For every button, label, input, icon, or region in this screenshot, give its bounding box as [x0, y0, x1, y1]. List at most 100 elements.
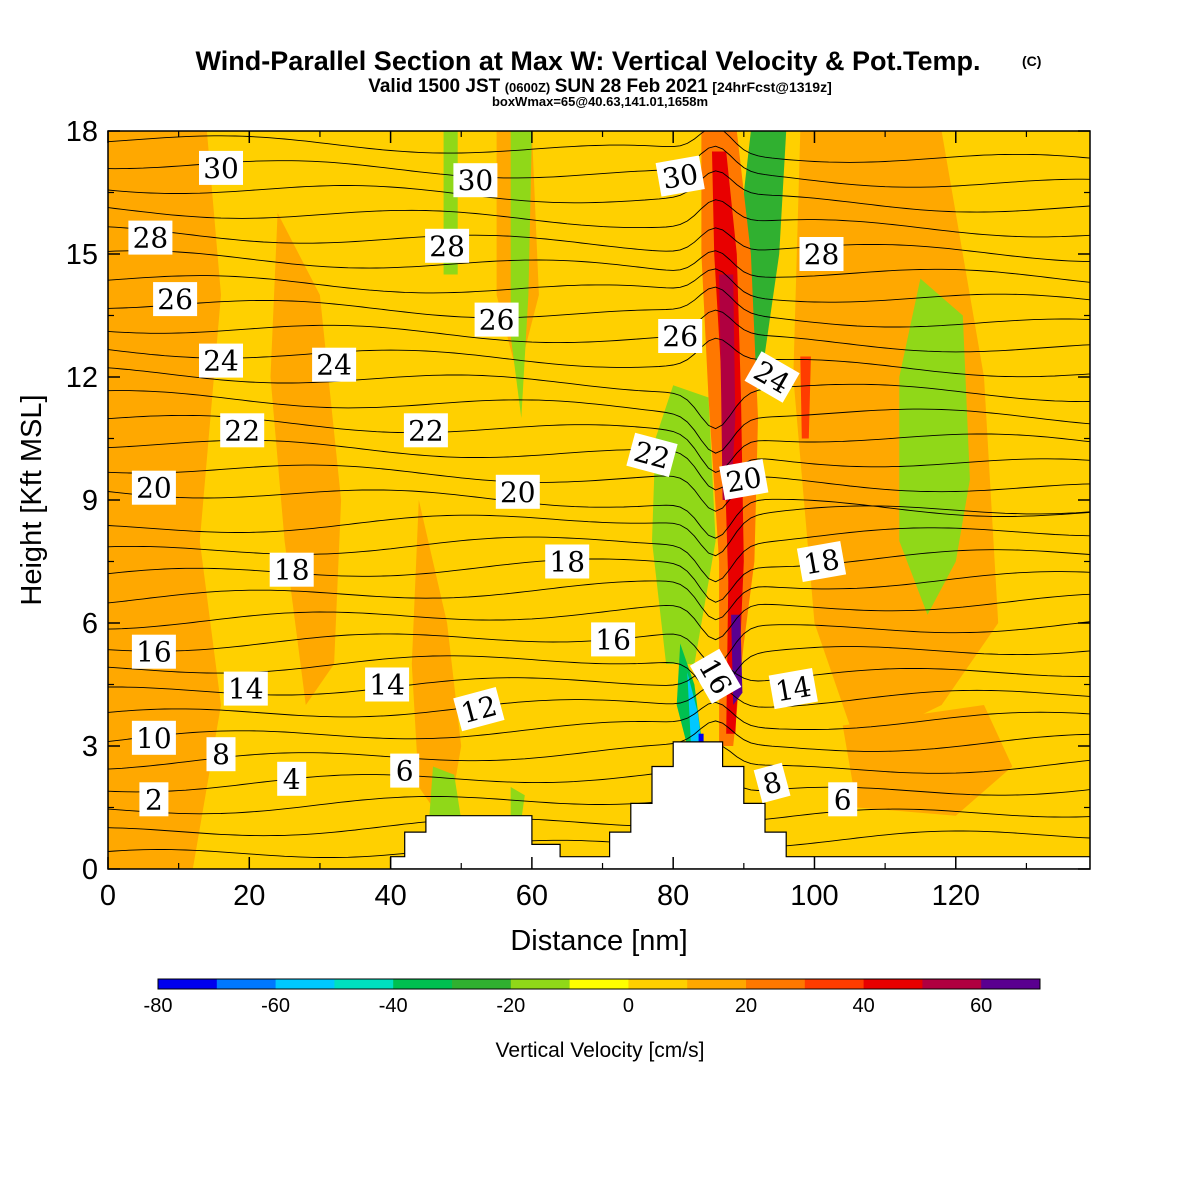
contour-label-box: [403, 413, 448, 448]
contour-label-text: 28: [429, 230, 465, 263]
contour-label-text: 16: [136, 636, 172, 669]
axes: 0 20 40 60 80 100 120 0 3 6 9 12 15 18: [66, 116, 1090, 912]
theta-contour: [108, 720, 1090, 770]
contour-label-18: 18: [545, 544, 590, 579]
valid-time-utc: (0600Z): [505, 80, 551, 95]
vertical-velocity-field: [108, 131, 1013, 869]
contour-label-20: 20: [131, 470, 176, 505]
contour-label-box: [312, 347, 357, 382]
contour-label-box: [128, 220, 173, 255]
contour-label-16: 16: [591, 622, 636, 657]
theta-contour: [108, 505, 1090, 557]
colorbar-swatch: [275, 979, 335, 989]
contour-label-14: 14: [223, 671, 268, 706]
contour-label-box: [223, 671, 268, 706]
x-tick-label: 20: [233, 880, 265, 912]
contour-label-box: [131, 634, 176, 669]
contour-label-2: 2: [139, 782, 169, 817]
contour-label-text: 14: [369, 669, 405, 702]
y-tick-label: 18: [66, 116, 98, 148]
contour-label-box: [828, 782, 858, 817]
contour-label-16: 16: [131, 634, 176, 669]
contour-label-26: 26: [658, 319, 703, 353]
contour-label-8: 8: [753, 762, 791, 804]
contour-label-text: 24: [203, 345, 239, 378]
x-tick-label: 0: [100, 880, 116, 912]
contour-label-text: 18: [274, 554, 310, 587]
theta-contour: [108, 683, 1090, 718]
colorbar: -80 -60 -40 -20 0 20 40 60: [144, 978, 1041, 1017]
contour-label-box: [626, 432, 678, 478]
contour-label-26: 26: [153, 282, 198, 317]
contour-label-text: 2: [145, 783, 163, 816]
contour-label-text: 28: [804, 238, 840, 271]
contour-label-18: 18: [269, 552, 314, 587]
contour-label-text: 6: [396, 755, 414, 788]
contour-label-text: 18: [549, 546, 585, 579]
contour-label-box: [277, 761, 307, 796]
y-tick-label: 9: [82, 485, 98, 517]
colorbar-swatch: [687, 979, 747, 989]
contour-label-14: 14: [365, 667, 410, 702]
contour-label-box: [545, 544, 590, 579]
x-tick-label: 80: [657, 880, 689, 912]
colorbar-tick-label: -20: [496, 995, 525, 1017]
colorbar-swatch: [569, 979, 629, 989]
contour-label-text: 10: [136, 722, 172, 755]
chart-title-unit: (C): [1022, 53, 1041, 69]
y-tick-label: 0: [82, 854, 98, 886]
contour-label-text: 30: [660, 157, 701, 196]
colorbar-swatch: [216, 979, 277, 989]
contour-label-box: [206, 737, 236, 772]
contour-label-text: 24: [316, 349, 352, 382]
contour-label-text: 6: [834, 783, 852, 816]
w-region-19: [800, 356, 811, 439]
theta-contour: [108, 801, 1090, 837]
colorbar-swatch: [981, 979, 1041, 989]
valid-time-line: Valid 1500 JST (0600Z) SUN 28 Feb 2021 […: [368, 76, 832, 97]
x-tick-label: 60: [516, 880, 548, 912]
contour-label-box: [453, 163, 498, 198]
contour-label-box: [139, 782, 169, 817]
contour-label-text: 4: [283, 763, 301, 796]
contour-label-30: 30: [453, 163, 498, 198]
contour-label-text: 26: [662, 320, 698, 353]
contour-label-14: 14: [768, 668, 818, 710]
contour-label-18: 18: [796, 540, 847, 583]
contour-label-text: 22: [408, 414, 444, 447]
contour-label-20: 20: [495, 474, 540, 509]
theta-contour: [108, 250, 1090, 283]
contour-label-text: 14: [228, 673, 264, 706]
contour-label-30: 30: [655, 155, 705, 197]
contour-label-box: [744, 351, 800, 403]
contour-label-text: 14: [773, 670, 814, 709]
terrain-profile: [390, 741, 1090, 869]
contour-label-box: [753, 762, 791, 804]
colorbar-swatch: [746, 979, 806, 989]
potential-temperature-contours: [108, 131, 1090, 858]
colorbar-tick-label: -60: [261, 995, 290, 1017]
theta-contour: [108, 170, 1090, 213]
contour-label-box: [199, 150, 243, 185]
y-tick-label: 6: [82, 608, 98, 640]
colorbar-tick-label: -80: [144, 995, 173, 1017]
theta-contour: [108, 268, 1090, 303]
contour-label-box: [220, 413, 265, 448]
theta-contour: [108, 414, 1090, 473]
contour-label-24: 24: [312, 347, 357, 382]
theta-contour: [108, 199, 1090, 238]
contour-label-box: [199, 343, 243, 378]
w-region-2: [411, 500, 462, 828]
theta-contour: [108, 286, 1090, 328]
colorbar-label: Vertical Velocity [cm/s]: [496, 1039, 705, 1062]
x-tick-label: 120: [932, 880, 980, 912]
theta-contour: [108, 309, 1090, 353]
contour-label-text: 26: [157, 283, 193, 316]
contour-label-text: 20: [136, 472, 172, 505]
valid-date: SUN 28 Feb 2021: [555, 76, 709, 97]
contour-label-box: [655, 155, 705, 197]
theta-contour: [108, 661, 1090, 696]
w-region-9: [899, 278, 970, 615]
theta-contour: [108, 489, 1090, 539]
